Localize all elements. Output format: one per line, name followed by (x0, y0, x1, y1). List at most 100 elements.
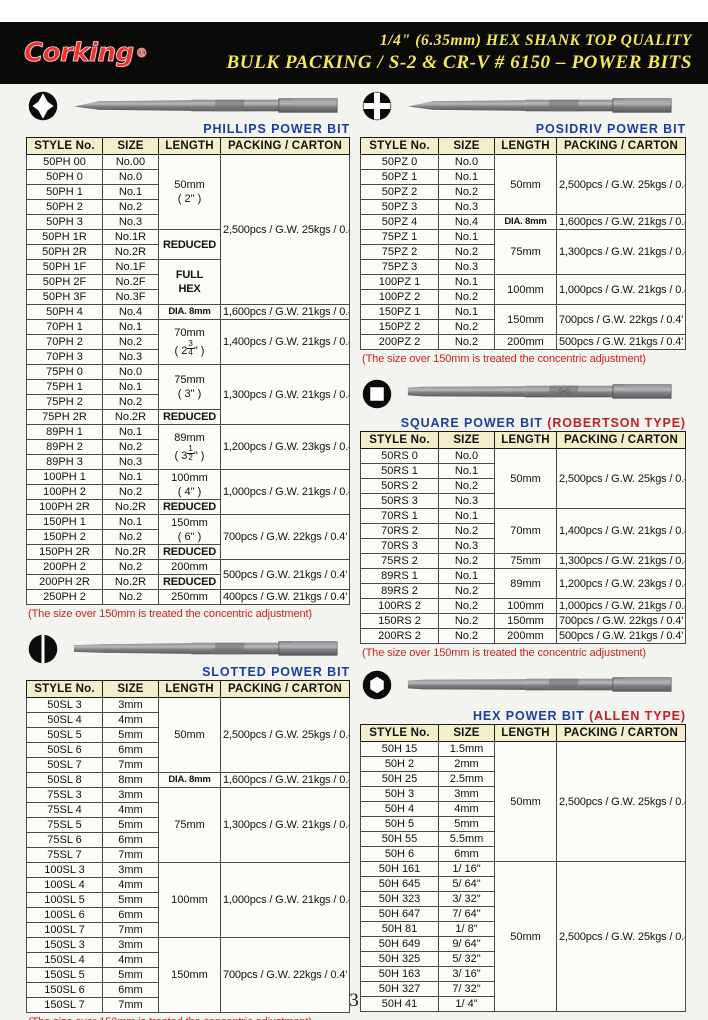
cell-size: No.2 (438, 289, 495, 305)
cell-style: 70RS 1 (360, 508, 439, 524)
table-row: 50SL 4 4mm (26, 712, 350, 728)
cell-style: 100PH 1 (26, 469, 103, 485)
length-inch: ( 4" ) (177, 485, 202, 498)
table-row: 150PZ 1 No.1 150mm 700pcs / G.W. 22kgs /… (360, 304, 686, 335)
catalog-content: PHILLIPS POWER BIT STYLE No. SIZE LENGTH… (0, 84, 708, 1020)
header-title: BULK PACKING / S-2 & CR-V # 6150 – POWER… (226, 51, 692, 73)
cell-style: 100RS 2 (360, 598, 439, 614)
cell-length: 50mm (494, 861, 557, 1012)
badge-dia8: DIA. 8mm (158, 772, 221, 788)
table-row: 150RS 2 No.2 150mm 700pcs / G.W. 22kgs /… (360, 613, 686, 629)
phillips-bit-photo (73, 98, 338, 113)
cell-size: No.2 (102, 484, 159, 500)
table-row: 50H 163 3/ 16" (360, 966, 686, 982)
cell-packing: 500pcs / G.W. 21kgs / 0.4' (556, 628, 686, 644)
table-row: 89RS 1 No.1 89mm 1,200pcs / G.W. 23kgs /… (360, 568, 686, 599)
cell-style: 150PZ 2 (360, 319, 439, 335)
cell-size: No.2R (102, 409, 159, 425)
length-inch: ( 6" ) (177, 530, 202, 543)
cell-style: 70PH 2 (26, 334, 103, 350)
cell-size: No.0 (102, 169, 159, 185)
hex-product-header: HEX POWER BIT (ALLEN TYPE) (360, 669, 686, 723)
table-row: 150PZ 2 No.2 (360, 319, 686, 335)
cell-size: No.2 (102, 334, 159, 350)
slotted-bit-photo (73, 641, 338, 656)
cell-packing: 1,200pcs / G.W. 23kgs / 0.4' (556, 568, 686, 599)
cell-packing: 1,300pcs / G.W. 21kgs / 0.4' (556, 229, 686, 275)
table-row: 50PH 4 No.4 DIA. 8mm 1,600pcs / G.W. 21k… (26, 304, 350, 320)
brand-logo: Corking ® (24, 38, 148, 69)
cell-style: 75SL 5 (26, 817, 103, 833)
cell-size: No.1 (438, 463, 495, 479)
hex-caption-text: HEX POWER BIT (472, 709, 590, 723)
cell-style: 50PZ 2 (360, 184, 439, 200)
table-row: 70PH 3 No.3 (26, 349, 350, 365)
table-row: 50H 647 7/ 64" (360, 906, 686, 922)
cell-length: 100mm (494, 598, 557, 614)
cell-style: 50H 2 (360, 756, 439, 772)
cell-size: No.2F (102, 274, 159, 290)
cell-size: 9/ 64" (438, 936, 495, 952)
col-style: STYLE No. (360, 137, 439, 155)
cell-style: 100SL 6 (26, 907, 103, 923)
cell-size: No.2 (438, 613, 495, 629)
cell-style: 50H 645 (360, 876, 439, 892)
cell-style: 100SL 5 (26, 892, 103, 908)
table-row: 50H 15 1.5mm 50mm 2,500pcs / G.W. 25kgs … (360, 741, 686, 862)
cell-packing: 1,000pcs / G.W. 21kgs / 0.4' (220, 862, 350, 938)
phillips-cross-icon (28, 91, 58, 121)
table-row: 150PH 1 No.1 150mm ( 6" ) 700pcs / G.W. … (26, 514, 350, 560)
cell-packing: 1,000pcs / G.W. 21kgs / 0.4' (556, 598, 686, 614)
table-row: 50H 55 5.5mm (360, 831, 686, 847)
cell-size: No.2R (102, 574, 159, 590)
cell-style: 100PH 2R (26, 499, 103, 515)
cell-size: 6mm (102, 742, 159, 758)
table-row: 50H 161 1/ 16" 50mm 2,500pcs / G.W. 25kg… (360, 861, 686, 1012)
cell-size: 8mm (102, 772, 159, 788)
cell-packing: 1,200pcs / G.W. 23kgs / 0.4' (220, 424, 350, 470)
cell-size: 5/ 32" (438, 951, 495, 967)
cell-style: 50PZ 4 (360, 214, 439, 230)
badge-reduced: REDUCED (158, 544, 221, 560)
cell-packing: 2,500pcs / G.W. 25kgs / 0.4' (556, 154, 686, 215)
col-packing: PACKING / CARTON (556, 137, 686, 155)
cell-packing: 2,500pcs / G.W. 25kgs / 0.4' (556, 448, 686, 509)
table-row: 89PH 1 No.1 89mm ( 3 1 2 " ) 1,200pcs / G.W… (26, 424, 350, 470)
header-title-block: 1/4" (6.35mm) HEX SHANK TOP QUALITY BULK… (227, 31, 692, 74)
phillips-table: STYLE No. SIZE LENGTH PACKING / CARTON 5… (26, 137, 350, 605)
cell-style: 50H 161 (360, 861, 439, 877)
cell-packing: 700pcs / G.W. 22kgs / 0.4' (556, 613, 686, 629)
cell-size: No.1 (102, 424, 159, 440)
cell-size: 5mm (102, 727, 159, 743)
cell-size: 1.5mm (438, 741, 495, 757)
cell-size: No.1 (438, 568, 495, 584)
cell-size: 7mm (102, 997, 159, 1013)
cell-style: 89PH 2 (26, 439, 103, 455)
cell-style: 50H 3 (360, 786, 439, 802)
cell-style: 50PH 00 (26, 154, 103, 170)
cell-size: No.2 (438, 598, 495, 614)
cell-style: 50H 325 (360, 951, 439, 967)
cell-size: No.2 (102, 559, 159, 575)
cell-length: 100mm ( 4" ) (158, 469, 221, 500)
table-row: 75RS 2 No.2 75mm 1,300pcs / G.W. 21kgs /… (360, 553, 686, 569)
col-size: SIZE (102, 137, 159, 155)
cell-size: 3mm (102, 937, 159, 953)
square-bit-icon (362, 379, 392, 409)
cell-size: No.3 (102, 454, 159, 470)
cell-packing: 1,400pcs / G.W. 21kgs / 0.4' (220, 319, 350, 365)
table-row: 75PH 2 No.2 (26, 394, 350, 410)
cell-size: 7mm (102, 847, 159, 863)
cell-length: 75mm (494, 553, 557, 569)
cell-size: 4mm (438, 801, 495, 817)
col-length: LENGTH (494, 137, 557, 155)
cell-size: No.1 (102, 514, 159, 530)
phillips-product-header: PHILLIPS POWER BIT (26, 90, 350, 136)
table-row: 50SL 7 7mm (26, 757, 350, 773)
cell-style: 70PH 1 (26, 319, 103, 335)
badge-reduced: REDUCED (158, 409, 221, 425)
col-packing: PACKING / CARTON (556, 431, 686, 449)
table-row: 70RS 1 No.1 70mm 1,400pcs / G.W. 21kgs /… (360, 508, 686, 554)
posidriv-caption: POSIDRIV POWER BIT (536, 122, 686, 136)
